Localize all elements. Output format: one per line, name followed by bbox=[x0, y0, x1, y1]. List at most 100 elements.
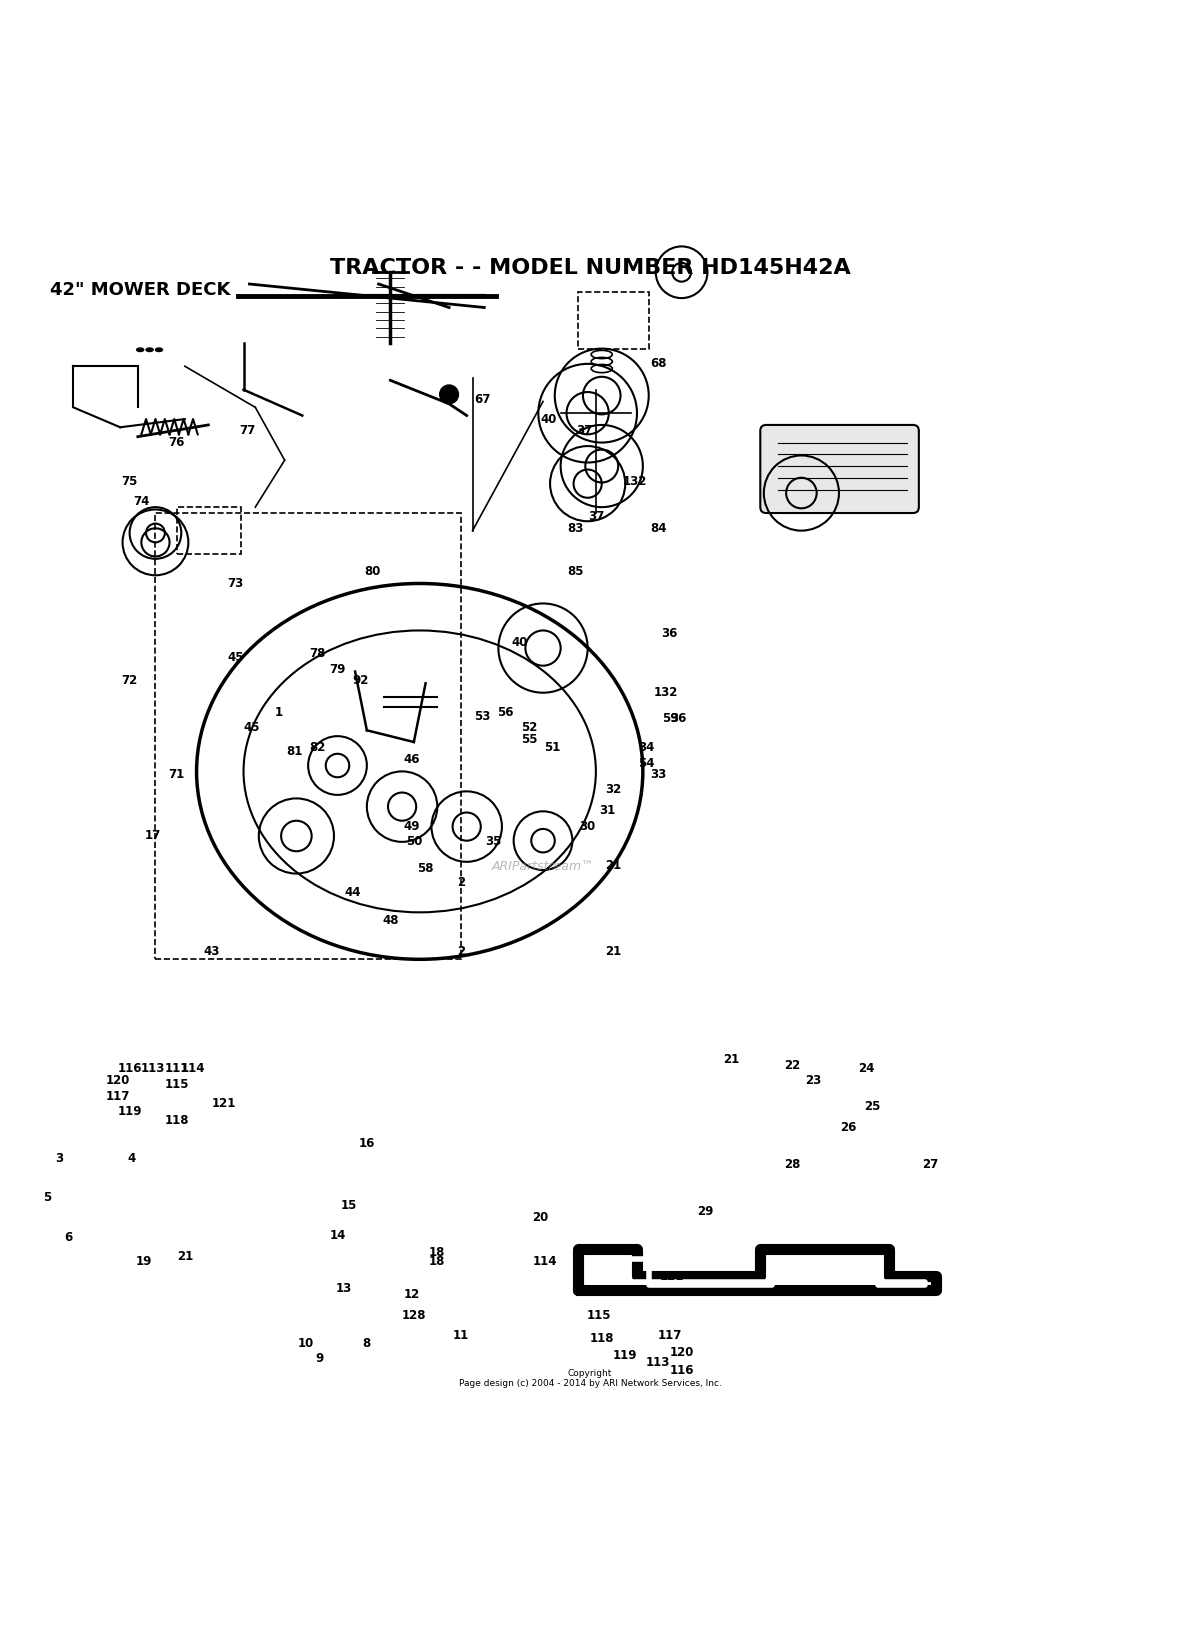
Text: 54: 54 bbox=[638, 757, 655, 770]
Text: 71: 71 bbox=[169, 769, 185, 782]
Text: 22: 22 bbox=[784, 1058, 800, 1071]
Text: 48: 48 bbox=[382, 913, 399, 926]
Text: 17: 17 bbox=[145, 829, 162, 842]
Text: 119: 119 bbox=[117, 1105, 142, 1118]
Text: 116: 116 bbox=[117, 1063, 142, 1076]
Bar bbox=[578, 292, 649, 349]
Text: 114: 114 bbox=[181, 1063, 205, 1076]
Text: 74: 74 bbox=[133, 494, 150, 507]
Text: 32: 32 bbox=[605, 783, 622, 796]
Text: 83: 83 bbox=[568, 522, 584, 535]
Text: 3: 3 bbox=[55, 1152, 64, 1165]
Text: 2: 2 bbox=[457, 944, 465, 957]
Text: 77: 77 bbox=[238, 424, 255, 437]
Text: 10: 10 bbox=[297, 1337, 314, 1350]
Text: 21: 21 bbox=[605, 944, 622, 957]
Text: 16: 16 bbox=[359, 1138, 375, 1150]
Text: 19: 19 bbox=[136, 1254, 152, 1268]
Text: 12: 12 bbox=[404, 1287, 420, 1300]
Text: 82: 82 bbox=[309, 741, 326, 754]
Text: 11: 11 bbox=[453, 1329, 468, 1342]
Text: 21: 21 bbox=[723, 1053, 739, 1066]
Text: 34: 34 bbox=[638, 741, 655, 754]
Text: 81: 81 bbox=[286, 744, 302, 757]
Text: 117: 117 bbox=[657, 1329, 682, 1342]
Text: 53: 53 bbox=[473, 710, 490, 723]
Text: 40: 40 bbox=[511, 635, 527, 648]
Text: 120: 120 bbox=[669, 1346, 694, 1358]
Text: 128: 128 bbox=[401, 1308, 426, 1321]
Text: 75: 75 bbox=[122, 474, 138, 487]
Text: 35: 35 bbox=[485, 835, 502, 848]
Text: 36: 36 bbox=[670, 712, 687, 725]
Text: 55: 55 bbox=[520, 733, 537, 746]
Text: 24: 24 bbox=[858, 1063, 874, 1076]
Text: 28: 28 bbox=[784, 1159, 800, 1172]
Text: 121: 121 bbox=[660, 1269, 684, 1282]
Text: 8: 8 bbox=[362, 1337, 371, 1350]
Text: 43: 43 bbox=[204, 944, 219, 957]
Text: 78: 78 bbox=[309, 647, 326, 660]
Text: 2: 2 bbox=[457, 876, 465, 889]
Text: 27: 27 bbox=[923, 1159, 939, 1172]
Text: 36: 36 bbox=[662, 627, 678, 640]
Text: 92: 92 bbox=[353, 674, 369, 687]
Text: 59: 59 bbox=[662, 712, 678, 725]
Text: 72: 72 bbox=[122, 674, 138, 687]
Text: 79: 79 bbox=[329, 663, 346, 676]
Text: 76: 76 bbox=[169, 436, 185, 448]
Text: 21: 21 bbox=[605, 860, 622, 873]
Text: 18: 18 bbox=[430, 1246, 446, 1259]
Bar bbox=[177, 507, 241, 554]
Text: 42" MOWER DECK: 42" MOWER DECK bbox=[50, 281, 230, 299]
Text: 14: 14 bbox=[329, 1228, 346, 1242]
Bar bbox=[156, 514, 461, 959]
Text: 9: 9 bbox=[316, 1352, 324, 1365]
Text: 117: 117 bbox=[106, 1090, 130, 1103]
Text: 13: 13 bbox=[335, 1282, 352, 1295]
Text: 49: 49 bbox=[404, 821, 420, 834]
Text: 84: 84 bbox=[650, 522, 667, 535]
Text: 37: 37 bbox=[588, 510, 604, 523]
Text: 33: 33 bbox=[650, 769, 667, 782]
Text: 67: 67 bbox=[473, 393, 490, 406]
Text: 119: 119 bbox=[612, 1349, 637, 1362]
Text: 18: 18 bbox=[430, 1254, 446, 1268]
Text: 44: 44 bbox=[345, 886, 361, 899]
Text: 20: 20 bbox=[532, 1211, 549, 1224]
Text: 56: 56 bbox=[497, 707, 513, 720]
Ellipse shape bbox=[156, 348, 163, 351]
Text: 21: 21 bbox=[177, 1250, 194, 1263]
Text: TRACTOR - - MODEL NUMBER HD145H42A: TRACTOR - - MODEL NUMBER HD145H42A bbox=[329, 257, 851, 278]
Text: 23: 23 bbox=[805, 1074, 821, 1087]
Text: 6: 6 bbox=[65, 1232, 73, 1245]
Text: 45: 45 bbox=[227, 652, 243, 665]
Text: 111: 111 bbox=[164, 1063, 189, 1076]
Circle shape bbox=[440, 385, 459, 403]
Text: Copyright
Page design (c) 2004 - 2014 by ARI Network Services, Inc.: Copyright Page design (c) 2004 - 2014 by… bbox=[459, 1368, 721, 1388]
Text: 118: 118 bbox=[590, 1332, 614, 1346]
Text: 1: 1 bbox=[275, 707, 283, 720]
Text: 115: 115 bbox=[588, 1308, 611, 1321]
Text: 5: 5 bbox=[44, 1191, 52, 1204]
Ellipse shape bbox=[137, 348, 144, 351]
Text: 120: 120 bbox=[106, 1074, 130, 1087]
Text: 29: 29 bbox=[697, 1206, 713, 1219]
Text: 118: 118 bbox=[164, 1113, 189, 1126]
Text: 46: 46 bbox=[404, 752, 420, 765]
Text: 37: 37 bbox=[576, 424, 592, 437]
Text: 50: 50 bbox=[406, 835, 422, 848]
Text: 15: 15 bbox=[341, 1199, 358, 1212]
Text: 26: 26 bbox=[840, 1121, 857, 1134]
Text: 40: 40 bbox=[540, 413, 557, 426]
Text: 52: 52 bbox=[520, 722, 537, 734]
Text: 68: 68 bbox=[650, 358, 667, 370]
Text: 121: 121 bbox=[211, 1097, 236, 1110]
Text: 132: 132 bbox=[622, 474, 647, 487]
Text: 113: 113 bbox=[140, 1063, 165, 1076]
Text: 45: 45 bbox=[243, 722, 260, 734]
FancyBboxPatch shape bbox=[760, 424, 919, 514]
Text: ARIPartstream™: ARIPartstream™ bbox=[492, 860, 595, 873]
Text: 85: 85 bbox=[568, 566, 584, 578]
Text: 31: 31 bbox=[599, 804, 616, 817]
